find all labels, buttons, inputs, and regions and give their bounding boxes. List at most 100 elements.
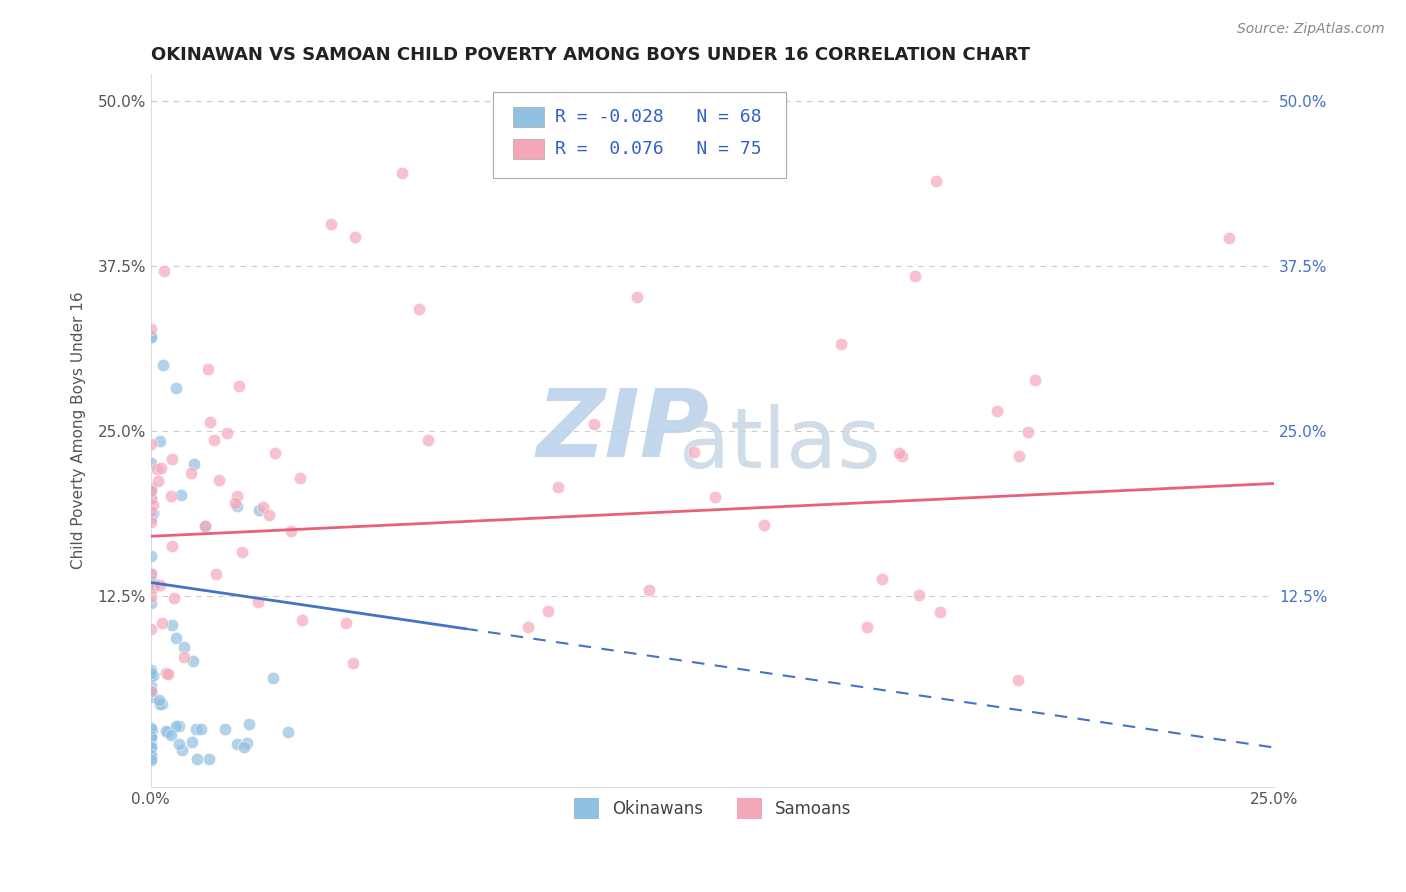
Point (908, 588, 931, 602)
Point (208, 473, 231, 487)
Point (904, 268, 927, 283)
Y-axis label: Child Poverty Among Boys Under 16: Child Poverty Among Boys Under 16 (72, 292, 86, 569)
Point (238, 716, 260, 731)
Point (335, 615, 357, 630)
Point (139, 590, 162, 604)
Point (247, 502, 270, 516)
Point (150, 697, 173, 711)
Point (139, 730, 162, 744)
Point (149, 434, 172, 448)
Point (139, 481, 162, 495)
Point (418, 433, 440, 447)
Point (141, 723, 163, 737)
Point (139, 504, 162, 518)
Point (870, 572, 893, 586)
Point (925, 174, 948, 188)
Point (160, 539, 183, 553)
Point (290, 471, 312, 485)
Point (173, 650, 195, 665)
Point (704, 490, 727, 504)
FancyBboxPatch shape (494, 92, 786, 178)
Point (280, 524, 302, 538)
Point (139, 730, 162, 744)
Point (139, 684, 162, 698)
Point (160, 489, 183, 503)
Legend: Okinawans, Samoans: Okinawans, Samoans (567, 791, 858, 825)
Point (139, 492, 162, 507)
Point (139, 735, 162, 749)
Point (169, 719, 191, 733)
Point (547, 480, 569, 494)
Point (139, 750, 162, 764)
Point (139, 684, 162, 698)
Point (194, 519, 217, 533)
Point (156, 725, 179, 739)
Point (197, 361, 219, 376)
Point (214, 722, 236, 736)
Point (165, 632, 187, 646)
Point (139, 515, 162, 529)
Point (252, 500, 274, 514)
Point (139, 739, 162, 754)
Point (236, 736, 259, 750)
Point (139, 549, 162, 563)
Point (1017, 425, 1039, 439)
Point (139, 437, 162, 451)
Point (139, 666, 162, 681)
Point (408, 301, 430, 316)
Point (683, 444, 706, 458)
Point (194, 519, 217, 533)
Point (139, 567, 162, 582)
Point (205, 567, 228, 582)
Text: R =  0.076   N = 75: R = 0.076 N = 75 (555, 140, 762, 158)
Point (139, 491, 162, 505)
Point (139, 754, 162, 768)
Text: R = -0.028   N = 68: R = -0.028 N = 68 (555, 108, 762, 126)
Text: atlas: atlas (679, 404, 880, 485)
Point (202, 434, 225, 448)
Point (139, 730, 162, 744)
Point (139, 566, 162, 581)
Point (167, 737, 190, 751)
Point (139, 721, 162, 735)
Point (150, 461, 173, 475)
Point (146, 461, 169, 475)
Point (342, 657, 364, 671)
Point (1024, 373, 1046, 387)
Point (163, 591, 186, 605)
Point (291, 614, 314, 628)
Point (139, 690, 162, 704)
Point (149, 698, 172, 712)
Point (225, 489, 247, 503)
Point (262, 671, 284, 685)
Point (139, 684, 162, 698)
Point (162, 618, 184, 632)
Point (139, 329, 162, 343)
Point (217, 426, 239, 441)
Point (139, 329, 162, 343)
Point (1008, 449, 1031, 463)
FancyBboxPatch shape (513, 107, 544, 127)
Point (155, 723, 177, 738)
Point (183, 457, 205, 471)
Text: Source: ZipAtlas.com: Source: ZipAtlas.com (1237, 22, 1385, 37)
Point (142, 506, 165, 520)
FancyBboxPatch shape (513, 139, 544, 159)
Point (139, 679, 162, 693)
Point (139, 622, 162, 636)
Point (226, 500, 249, 514)
Point (139, 456, 162, 470)
Point (155, 666, 177, 681)
Point (142, 668, 165, 682)
Point (139, 596, 162, 610)
Point (391, 165, 413, 179)
Point (172, 743, 194, 757)
Point (153, 264, 176, 278)
Point (186, 722, 208, 736)
Point (319, 217, 342, 231)
Point (139, 747, 162, 762)
Point (198, 751, 221, 765)
Point (165, 381, 187, 395)
Point (146, 474, 169, 488)
Point (160, 728, 183, 742)
